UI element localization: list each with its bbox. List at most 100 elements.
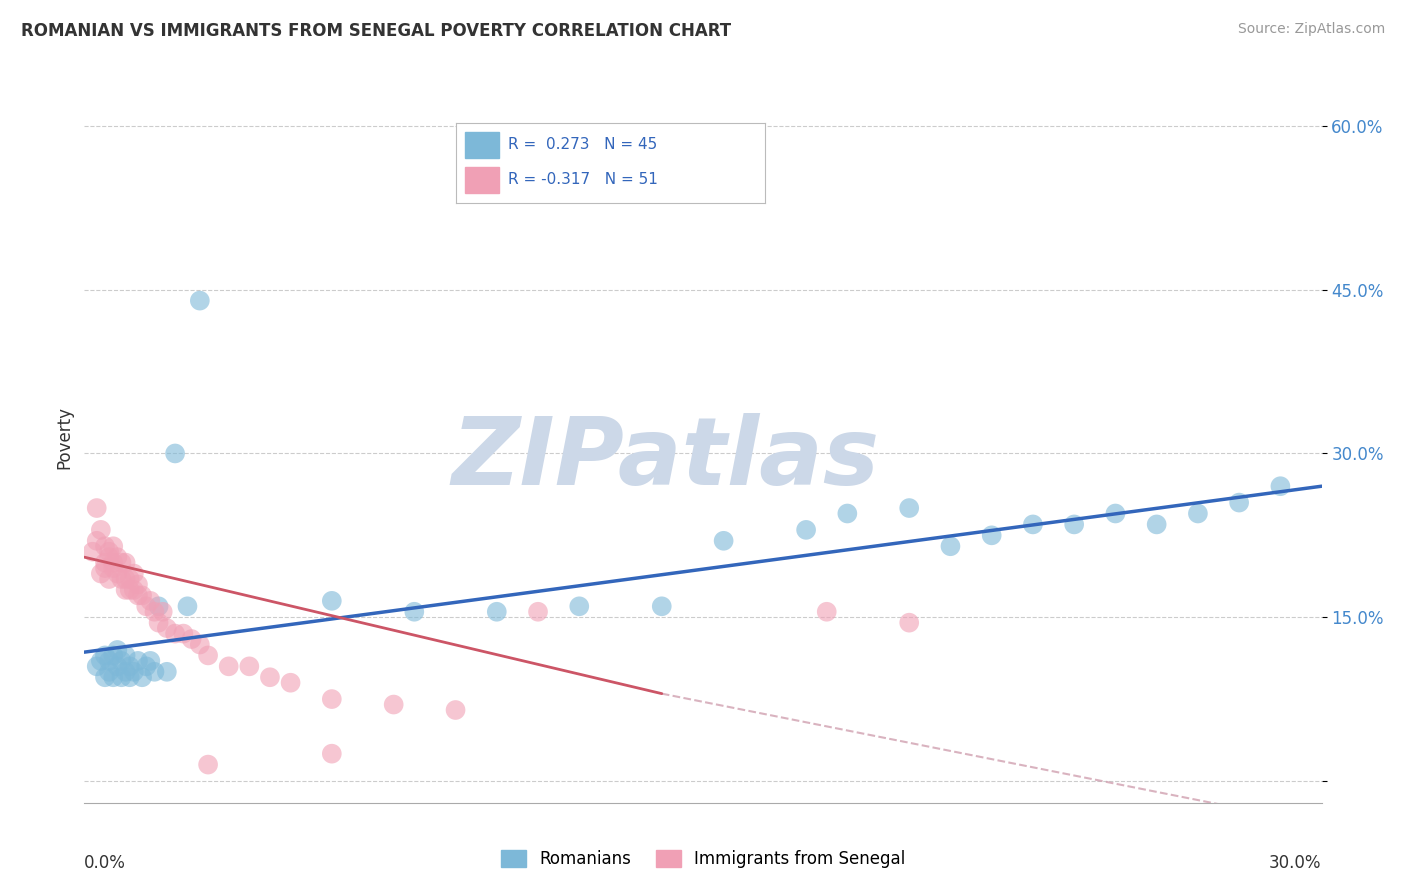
Point <box>110 556 132 570</box>
Point <box>148 615 170 630</box>
Point <box>110 572 132 586</box>
Point <box>103 648 125 663</box>
Point <box>898 615 921 630</box>
Point <box>444 703 467 717</box>
Text: ROMANIAN VS IMMIGRANTS FROM SENEGAL POVERTY CORRELATION CHART: ROMANIAN VS IMMIGRANTS FROM SENEGAL POVE… <box>21 22 731 40</box>
Point <box>165 446 187 460</box>
Point <box>165 626 187 640</box>
Point <box>94 648 117 663</box>
Point <box>382 698 405 712</box>
Point <box>218 659 240 673</box>
Point <box>1022 517 1045 532</box>
Point <box>1146 517 1168 532</box>
Point <box>114 556 136 570</box>
Point <box>651 599 673 614</box>
Point <box>90 523 112 537</box>
Point <box>98 550 121 565</box>
Point <box>939 539 962 553</box>
Point <box>110 654 132 668</box>
Point <box>90 566 112 581</box>
Point <box>127 577 149 591</box>
Point <box>188 293 211 308</box>
Point <box>143 665 166 679</box>
Point <box>188 638 211 652</box>
Point <box>127 588 149 602</box>
Text: ZIPatlas: ZIPatlas <box>451 413 880 505</box>
Point <box>118 582 141 597</box>
Point <box>114 648 136 663</box>
Point <box>118 670 141 684</box>
Point <box>794 523 817 537</box>
Point <box>180 632 202 646</box>
Point <box>176 599 198 614</box>
Point <box>197 757 219 772</box>
Point <box>103 556 125 570</box>
Point <box>105 659 128 673</box>
Point <box>1270 479 1292 493</box>
Point <box>172 626 194 640</box>
Point <box>114 572 136 586</box>
Point <box>197 648 219 663</box>
Point <box>90 654 112 668</box>
Point <box>321 594 343 608</box>
Point <box>1063 517 1085 532</box>
Point <box>135 599 157 614</box>
Point <box>114 582 136 597</box>
Point <box>105 550 128 565</box>
Point <box>1187 507 1209 521</box>
Point <box>94 539 117 553</box>
Point <box>404 605 426 619</box>
Point <box>118 659 141 673</box>
Point <box>527 605 550 619</box>
Point <box>98 665 121 679</box>
Point <box>127 654 149 668</box>
Text: R =  0.273   N = 45: R = 0.273 N = 45 <box>508 137 658 153</box>
Point <box>837 507 859 521</box>
Point <box>1227 495 1250 509</box>
Legend: Romanians, Immigrants from Senegal: Romanians, Immigrants from Senegal <box>494 843 912 875</box>
Bar <box>465 167 499 194</box>
Point <box>139 654 162 668</box>
Point <box>82 545 104 559</box>
Point <box>118 572 141 586</box>
Point <box>321 692 343 706</box>
Point <box>98 572 121 586</box>
Point <box>105 566 128 581</box>
Point <box>98 654 121 668</box>
Point <box>321 747 343 761</box>
Point <box>156 665 179 679</box>
Point <box>122 582 145 597</box>
Point <box>568 599 591 614</box>
Point <box>94 561 117 575</box>
Point <box>898 501 921 516</box>
Point <box>103 670 125 684</box>
Point <box>103 561 125 575</box>
Point <box>143 605 166 619</box>
Point <box>259 670 281 684</box>
Text: 30.0%: 30.0% <box>1270 854 1322 872</box>
Point <box>86 533 108 548</box>
Point <box>86 501 108 516</box>
Point <box>1104 507 1126 521</box>
Point <box>110 670 132 684</box>
Point <box>139 594 162 608</box>
Point <box>152 605 174 619</box>
Point <box>94 670 117 684</box>
Point <box>122 566 145 581</box>
Bar <box>465 132 499 158</box>
Point <box>94 556 117 570</box>
Point <box>114 665 136 679</box>
Text: Source: ZipAtlas.com: Source: ZipAtlas.com <box>1237 22 1385 37</box>
Point <box>485 605 508 619</box>
Point <box>103 539 125 553</box>
Point <box>156 621 179 635</box>
Point <box>815 605 838 619</box>
Y-axis label: Poverty: Poverty <box>55 406 73 468</box>
Point <box>713 533 735 548</box>
Point <box>105 643 128 657</box>
Text: 0.0%: 0.0% <box>84 854 127 872</box>
Point <box>280 675 302 690</box>
Point <box>86 659 108 673</box>
Point <box>131 588 153 602</box>
Point <box>148 599 170 614</box>
